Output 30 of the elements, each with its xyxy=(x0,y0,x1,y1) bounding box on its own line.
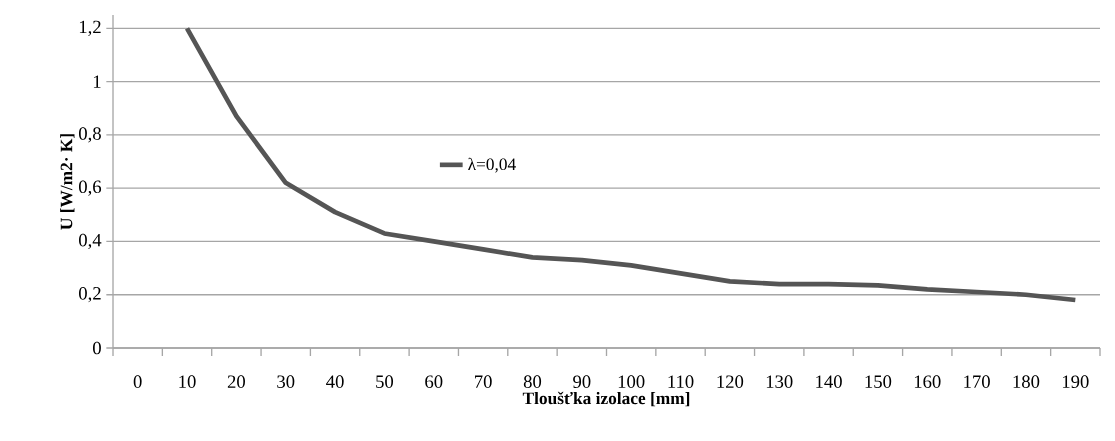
x-tick-label: 0 xyxy=(133,375,142,388)
x-tick-label: 180 xyxy=(1013,375,1040,388)
x-tick-label: 80 xyxy=(523,375,542,388)
x-tick-label: 140 xyxy=(816,375,842,388)
y-tick-label: 0,6 xyxy=(79,180,102,196)
x-tick-label: 160 xyxy=(914,375,941,388)
x-tick-label: 60 xyxy=(425,375,443,388)
legend-label: λ=0,04 xyxy=(468,157,516,173)
x-tick-label: 90 xyxy=(573,375,591,388)
y-tick-label: 0 xyxy=(93,341,101,355)
x-tick-label: 190 xyxy=(1062,375,1089,388)
x-axis-title: Tloušťka izolace [mm] xyxy=(522,391,690,407)
x-tick-label: 10 xyxy=(179,375,196,388)
x-tick-label: 110 xyxy=(668,375,694,388)
y-axis-title: U [W/m2· K] xyxy=(60,134,75,230)
x-tick-label: 70 xyxy=(475,375,492,388)
x-tick-label: 30 xyxy=(277,375,295,388)
x-tick-label: 150 xyxy=(865,375,892,388)
x-tick-label: 130 xyxy=(766,375,793,388)
y-tick-label: 0,8 xyxy=(79,127,101,143)
x-tick-label: 20 xyxy=(227,375,245,388)
x-tick-label: 40 xyxy=(326,375,344,388)
y-tick-label: 0,2 xyxy=(79,287,101,303)
x-tick-label: 50 xyxy=(376,375,394,388)
y-tick-label: 1 xyxy=(93,75,101,88)
x-tick-label: 100 xyxy=(618,375,645,388)
y-tick-label: 0,4 xyxy=(79,233,102,250)
x-tick-label: 170 xyxy=(964,375,990,388)
y-tick-label: 1,2 xyxy=(79,20,101,36)
x-tick-label: 120 xyxy=(717,375,744,388)
